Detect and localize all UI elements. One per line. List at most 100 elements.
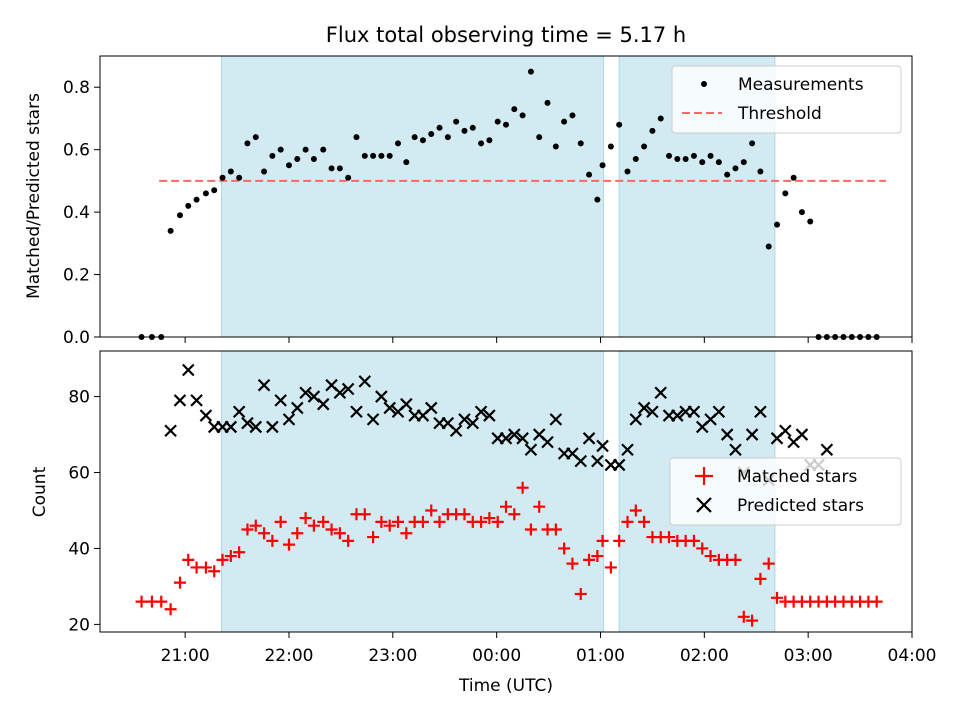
legend-matched-marker xyxy=(695,467,713,485)
measurement-point xyxy=(244,140,251,147)
matched-star-point xyxy=(182,553,195,566)
matched-star-point xyxy=(358,508,371,521)
predicted-star-point xyxy=(574,454,588,468)
matched-star-point xyxy=(155,595,168,608)
predicted-star-point xyxy=(474,405,488,419)
measurement-point xyxy=(336,165,343,172)
matched-star-point xyxy=(549,523,562,536)
matched-star-point xyxy=(687,534,700,547)
measurement-point xyxy=(624,168,631,175)
predicted-star-point xyxy=(282,413,296,426)
top-legend: Measurements Threshold xyxy=(671,65,902,134)
matched-star-point xyxy=(317,515,330,528)
measurement-point xyxy=(469,124,476,131)
predicted-star-point xyxy=(516,432,529,445)
measurement-point xyxy=(461,127,468,134)
matched-star-point xyxy=(516,481,529,494)
legend-threshold-label: Threshold xyxy=(737,104,822,124)
predicted-star-point xyxy=(449,424,463,438)
x-tick-label: 02:00 xyxy=(680,646,729,666)
measurement-point xyxy=(544,99,551,106)
x-tick-label: 03:00 xyxy=(784,646,833,666)
measurement-point xyxy=(176,212,183,219)
x-tick-label: 23:00 xyxy=(368,646,417,666)
predicted-star-point xyxy=(687,405,701,419)
top-y-tick-label: 0.8 xyxy=(63,78,90,98)
matched-star-point xyxy=(333,527,346,540)
measurement-point xyxy=(219,174,226,181)
predicted-star-point xyxy=(541,435,554,449)
measurement-points xyxy=(138,68,887,340)
predicted-star-point xyxy=(232,405,246,419)
matched-star-point xyxy=(704,550,717,563)
predicted-star-point xyxy=(350,405,363,419)
measurement-point xyxy=(285,162,292,169)
predicted-star-point xyxy=(779,424,792,438)
matched-star-point xyxy=(325,523,338,536)
measurement-point xyxy=(444,134,451,141)
matched-star-point xyxy=(663,531,676,544)
predicted-star-point xyxy=(181,363,195,377)
matched-star-point xyxy=(491,515,504,528)
measurement-point xyxy=(227,168,234,175)
top-plot-frame xyxy=(99,55,913,338)
measurement-point xyxy=(707,152,714,159)
matched-star-point xyxy=(737,610,750,623)
top-panel: 0.00.20.40.60.8 Matched/Predicted stars … xyxy=(24,55,913,348)
measurement-point xyxy=(193,196,200,203)
predicted-star-point xyxy=(257,378,271,392)
measurement-point xyxy=(511,106,518,113)
measurement-point xyxy=(328,165,335,172)
measurement-point xyxy=(370,152,377,159)
measurement-point xyxy=(277,146,284,153)
predicted-star-point xyxy=(754,405,767,419)
x-tick-label: 04:00 xyxy=(888,646,937,666)
predicted-star-point xyxy=(341,382,355,396)
matched-star-point xyxy=(696,542,709,555)
measurement-point xyxy=(561,118,568,125)
measurement-point xyxy=(411,134,418,141)
matched-star-point xyxy=(483,512,496,525)
matched-star-point xyxy=(566,557,579,570)
legend-predicted-label: Predicted stars xyxy=(737,496,864,516)
bottom-shaded-intervals xyxy=(220,350,776,633)
measurement-point xyxy=(486,137,493,144)
measurement-point xyxy=(599,162,606,169)
measurement-point xyxy=(641,143,648,150)
x-tick-label: 00:00 xyxy=(472,646,521,666)
measurement-point xyxy=(657,115,664,122)
predicted-star-point xyxy=(646,405,659,419)
bottom-y-tick-label: 40 xyxy=(68,539,90,559)
measurement-point xyxy=(428,131,435,138)
measurement-point xyxy=(616,121,623,128)
predicted-star-point xyxy=(173,394,187,407)
predicted-star-point xyxy=(358,375,372,388)
predicted-star-point xyxy=(483,409,496,422)
top-y-tick-label: 0.0 xyxy=(63,328,90,348)
predicted-star-point xyxy=(612,458,626,472)
top-axis-ticks: 0.0 0.2 0.4 0.6 0.8 xyxy=(63,78,913,348)
matched-star-point xyxy=(458,508,471,521)
bottom-plot-frame xyxy=(99,350,913,633)
matched-star-point xyxy=(173,576,186,589)
predicted-star-point xyxy=(333,386,347,400)
predicted-star-point xyxy=(307,390,321,403)
measurement-point xyxy=(586,171,593,178)
matched-star-point xyxy=(216,553,229,566)
matched-star-point xyxy=(164,603,177,616)
measurement-point xyxy=(261,168,268,175)
matched-star-point xyxy=(533,500,546,513)
predicted-star-point xyxy=(199,409,213,422)
measurement-point xyxy=(361,152,368,159)
predicted-star-point xyxy=(424,401,438,415)
matched-star-point xyxy=(224,550,237,563)
matched-star-point xyxy=(392,515,405,528)
matched-star-point xyxy=(629,504,642,517)
measurement-point xyxy=(211,187,218,194)
measurement-point xyxy=(632,156,639,163)
matched-star-point xyxy=(282,538,295,551)
predicted-star-point xyxy=(190,394,203,407)
measurement-point xyxy=(453,118,460,125)
measurement-point xyxy=(294,156,301,163)
